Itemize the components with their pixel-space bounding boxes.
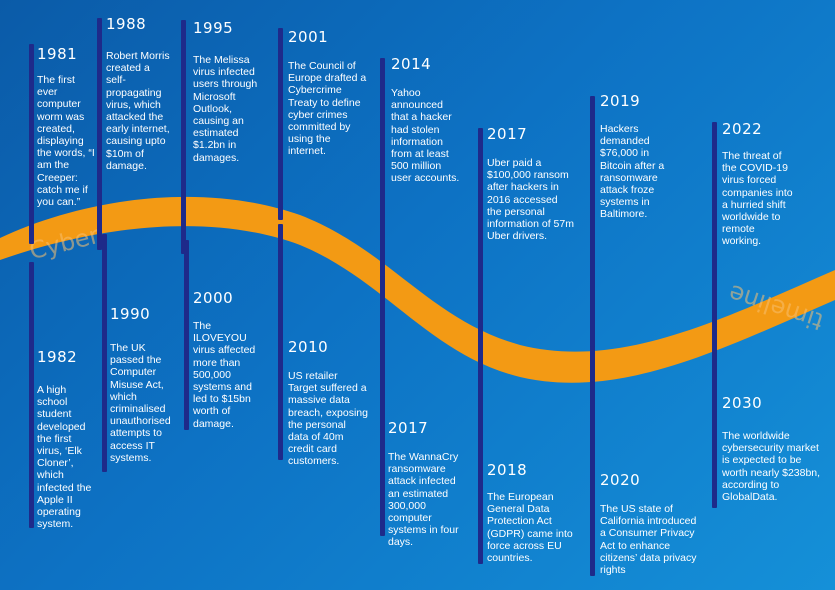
year-2020: 2020: [600, 471, 641, 489]
event-1982-text: A high school student developed the firs…: [37, 384, 92, 531]
event-1995-text: The Melissa virus infected users through…: [193, 54, 258, 164]
marker-1982: [29, 262, 34, 528]
event-1981-text: The first ever computer worm was created…: [37, 74, 95, 209]
event-1988-text: Robert Morris created a self-propagating…: [106, 50, 170, 172]
year-2022: 2022: [722, 120, 763, 138]
marker-2017a: [380, 276, 385, 536]
year-2017-wannacry: 2017: [388, 419, 429, 437]
marker-2010: [278, 224, 283, 460]
event-2000-text: The ILOVEYOU virus affected more than 50…: [193, 320, 256, 430]
marker-2018: [478, 326, 483, 564]
marker-2030: [712, 312, 717, 508]
event-2030-text: The worldwide cybersecurity market is ex…: [722, 430, 821, 504]
event-2014-text: Yahoo announced that a hacker had stolen…: [391, 87, 460, 185]
year-1981: 1981: [37, 45, 78, 63]
event-2018-text: The European General Data Protection Act…: [487, 491, 573, 565]
event-2001-text: The Council of Europe drafted a Cybercri…: [288, 60, 367, 158]
event-2017-wannacry-text: The WannaCry ransomware attack infected …: [388, 451, 459, 549]
marker-2000: [184, 240, 189, 430]
marker-2017b: [478, 128, 483, 338]
year-2001: 2001: [288, 28, 329, 46]
event-2020-text: The US state of California introduced a …: [600, 503, 697, 577]
event-2010-text: US retailer Target suffered a massive da…: [288, 370, 368, 468]
marker-2020: [590, 346, 595, 576]
year-1990: 1990: [110, 305, 151, 323]
year-2010: 2010: [288, 338, 329, 356]
wave-band: [0, 196, 835, 383]
year-1982: 1982: [37, 348, 78, 366]
marker-2019: [590, 96, 595, 358]
marker-1990: [102, 234, 107, 472]
marker-2022: [712, 122, 717, 320]
marker-2014: [380, 58, 385, 286]
year-2030: 2030: [722, 394, 763, 412]
year-2000: 2000: [193, 289, 234, 307]
year-2019: 2019: [600, 92, 641, 110]
year-2014: 2014: [391, 55, 432, 73]
marker-2001: [278, 28, 283, 220]
marker-1981: [29, 44, 34, 244]
year-2017-uber: 2017: [487, 125, 528, 143]
year-1988: 1988: [106, 15, 147, 33]
event-1990-text: The UK passed the Computer Misuse Act, w…: [110, 342, 171, 464]
year-1995: 1995: [193, 19, 234, 37]
marker-1995: [181, 20, 186, 254]
event-2019-text: Hackers demanded $76,000 in Bitcoin afte…: [600, 123, 665, 221]
year-2018: 2018: [487, 461, 528, 479]
event-2017-uber-text: Uber paid a $100,000 ransom after hacker…: [487, 157, 574, 243]
event-2022-text: The threat of the COVID-19 virus forced …: [722, 150, 793, 248]
marker-1988: [97, 18, 102, 250]
